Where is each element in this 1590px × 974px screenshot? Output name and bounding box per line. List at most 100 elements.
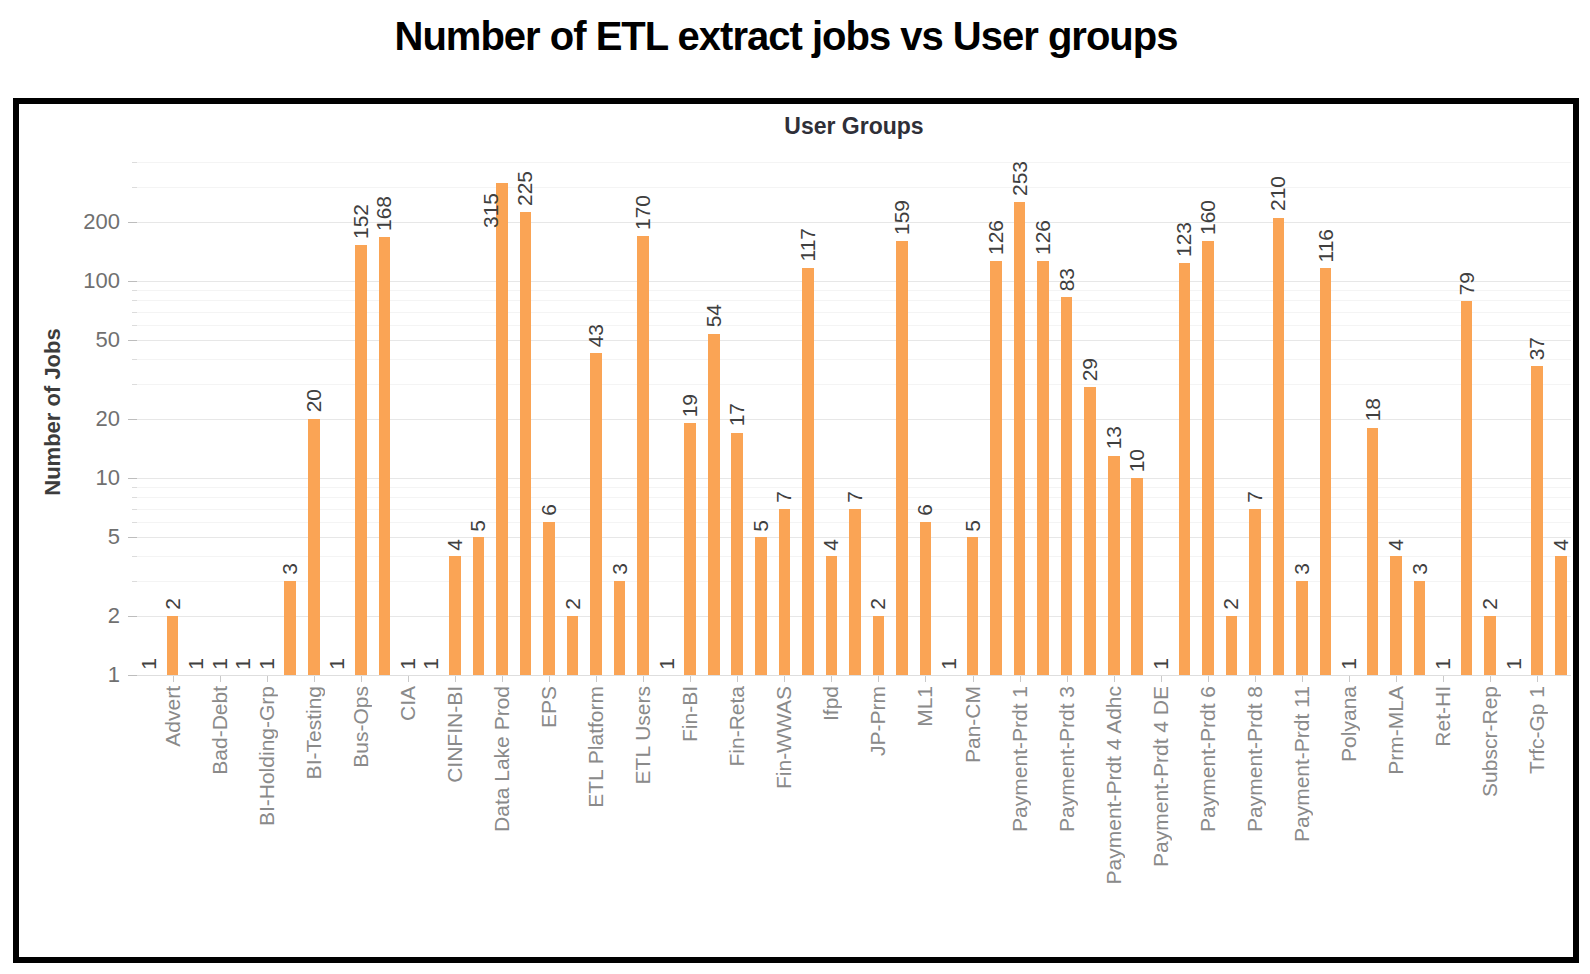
- y-minor-tick: [132, 290, 137, 291]
- bar-value-label: 1: [1431, 658, 1455, 670]
- bar: [1108, 456, 1120, 675]
- y-major-tick: [128, 340, 137, 341]
- bar: [1555, 556, 1567, 675]
- bar: [1461, 301, 1473, 675]
- x-tick-label: CINFIN-BI: [443, 686, 467, 783]
- bar: [990, 261, 1002, 675]
- x-tick-label: Fin-BI: [678, 686, 702, 742]
- x-tick-label: Payment-Prdt 11: [1290, 686, 1314, 842]
- y-major-tick: [128, 675, 137, 676]
- bar: [355, 245, 367, 675]
- x-tick-label: Payment-Prdt 3: [1055, 686, 1079, 832]
- y-minor-gridline: [137, 359, 1571, 360]
- x-tick: [1396, 676, 1397, 682]
- x-tick: [831, 676, 832, 682]
- bar-value-label: 18: [1361, 398, 1385, 421]
- x-tick-label: Advert: [161, 686, 185, 747]
- bar-value-label: 7: [843, 491, 867, 503]
- bar-value-label: 160: [1196, 200, 1220, 235]
- bar-value-label: 1: [1502, 658, 1526, 670]
- bar-value-label: 210: [1266, 176, 1290, 211]
- bar-value-label: 20: [302, 389, 326, 412]
- bar: [308, 419, 320, 675]
- bar-value-label: 6: [537, 504, 561, 516]
- bar-value-label: 1: [255, 658, 279, 670]
- bar-value-label: 253: [1008, 161, 1032, 196]
- bar-value-label: 29: [1078, 358, 1102, 381]
- bar: [708, 334, 720, 675]
- bar-value-label: 1: [937, 658, 961, 670]
- y-tick-label: 2: [50, 603, 120, 629]
- bar-value-label: 2: [161, 598, 185, 610]
- y-tick-label: 200: [50, 209, 120, 235]
- bar: [1484, 616, 1496, 675]
- bar: [1061, 297, 1073, 675]
- y-minor-tick: [132, 487, 137, 488]
- bar: [1320, 268, 1332, 675]
- y-minor-gridline: [137, 384, 1571, 385]
- bar: [614, 581, 626, 675]
- bar-value-label: 2: [1219, 598, 1243, 610]
- bar: [1202, 241, 1214, 675]
- x-tick: [1255, 676, 1256, 682]
- y-major-gridline: [137, 419, 1571, 420]
- bar: [1273, 218, 1285, 675]
- bar-value-label: 2: [866, 598, 890, 610]
- bar-value-label: 54: [702, 304, 726, 327]
- x-tick-label: Subscr-Rep: [1478, 686, 1502, 797]
- bar-value-label: 123: [1172, 222, 1196, 257]
- y-major-gridline: [137, 281, 1571, 282]
- x-tick-label: CIA: [396, 686, 420, 721]
- bar: [1226, 616, 1238, 675]
- chart-screenshot: Number of ETL extract jobs vs User group…: [0, 0, 1590, 974]
- bar-value-label: 1: [325, 658, 349, 670]
- y-tick-label: 50: [50, 327, 120, 353]
- x-tick-label: Prm-MLA: [1384, 686, 1408, 775]
- bar: [1014, 202, 1026, 675]
- bar-value-label: 43: [584, 324, 608, 347]
- x-tick: [267, 676, 268, 682]
- x-tick-label: Payment-Prdt 4 DE: [1149, 686, 1173, 867]
- y-tick-label: 10: [50, 465, 120, 491]
- x-tick-label: ETL Users: [631, 686, 655, 784]
- x-tick: [220, 676, 221, 682]
- x-tick: [408, 676, 409, 682]
- x-tick-label: Payment-Prdt 6: [1196, 686, 1220, 832]
- bar-value-label: 7: [772, 491, 796, 503]
- y-minor-gridline: [137, 325, 1571, 326]
- bar: [1390, 556, 1402, 675]
- y-tick-label: 5: [50, 524, 120, 550]
- x-tick: [173, 676, 174, 682]
- y-major-gridline: [137, 675, 1571, 676]
- bar: [826, 556, 838, 675]
- bar: [1531, 366, 1543, 675]
- bar: [731, 433, 743, 675]
- x-tick-label: JP-Prm: [866, 686, 890, 756]
- x-tick: [925, 676, 926, 682]
- x-tick: [973, 676, 974, 682]
- x-tick: [1490, 676, 1491, 682]
- x-tick: [1114, 676, 1115, 682]
- x-tick-label: Payment-Prdt 4 Adhc: [1102, 686, 1126, 884]
- bar-value-label: 1: [137, 658, 161, 670]
- y-minor-tick: [132, 384, 137, 385]
- bar-value-label: 37: [1525, 337, 1549, 360]
- bar-value-label: 225: [513, 171, 537, 206]
- bar: [896, 241, 908, 675]
- x-tick: [1020, 676, 1021, 682]
- x-tick-label: EPS: [537, 686, 561, 728]
- y-major-tick: [128, 616, 137, 617]
- bar-value-label: 7: [1243, 491, 1267, 503]
- x-tick-label: Trfc-Gp 1: [1525, 686, 1549, 774]
- y-minor-tick: [132, 312, 137, 313]
- bar-value-label: 159: [890, 200, 914, 235]
- bar-value-label: 1: [419, 658, 443, 670]
- x-tick: [1537, 676, 1538, 682]
- bar-value-label: 4: [1549, 539, 1573, 551]
- x-tick-label: BI-Testing: [302, 686, 326, 779]
- x-tick: [737, 676, 738, 682]
- bar-value-label: 79: [1455, 272, 1479, 295]
- bar-value-label: 1: [1337, 658, 1361, 670]
- bar: [1084, 387, 1096, 675]
- bar-value-label: 83: [1055, 268, 1079, 291]
